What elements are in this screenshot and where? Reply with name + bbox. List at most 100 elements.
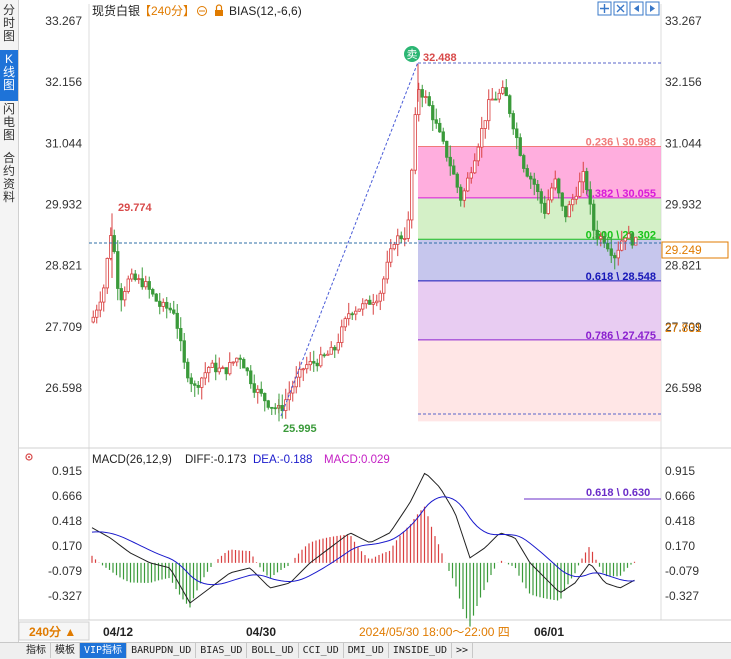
candle — [140, 267, 144, 290]
period-label[interactable]: 【240分】 — [139, 4, 195, 18]
lock-icon[interactable] — [215, 4, 223, 16]
candle — [357, 308, 361, 312]
candle — [336, 333, 340, 354]
candle — [196, 380, 200, 395]
candle — [270, 406, 274, 415]
macd-tick-left: -0.079 — [48, 564, 82, 578]
candle — [200, 376, 204, 400]
indicator-label[interactable]: BIAS(12,-6,6) — [229, 4, 302, 18]
macd-dea: DEA:-0.188 — [253, 454, 312, 466]
candle — [242, 357, 246, 369]
candle — [203, 362, 207, 386]
candle — [448, 145, 452, 176]
fib-zone — [418, 146, 661, 198]
tab-label: 合约资料 — [2, 151, 15, 204]
settings-icon[interactable] — [197, 6, 207, 16]
sell-badge[interactable]: 卖 — [404, 46, 420, 62]
macd-tick-right: 0.418 — [665, 514, 695, 528]
bottom-tab[interactable]: BARUPDN_UD — [127, 643, 197, 658]
period-button[interactable]: 240分 ▲ — [18, 621, 90, 641]
candle — [543, 195, 547, 219]
period-button-label: 240分 ▲ — [29, 624, 76, 639]
fib-zone — [418, 339, 661, 422]
candle — [256, 385, 260, 404]
macd-value: MACD:0.029 — [324, 454, 390, 466]
fibonacci-zones — [418, 146, 661, 422]
tab-kline[interactable]: K线图 — [0, 50, 18, 101]
price-tick-right: 28.821 — [665, 259, 702, 273]
candle — [483, 120, 487, 139]
tab-time-sharing[interactable]: 分时图 — [0, 4, 18, 43]
low-label: 25.995 — [283, 423, 317, 435]
tab-flash[interactable]: 闪电图 — [0, 103, 18, 142]
macd-fib-label: 0.618 \ 0.630 — [586, 487, 650, 499]
candle — [238, 354, 242, 369]
candle — [245, 366, 249, 376]
bottom-tab[interactable]: VIP指标 — [80, 643, 128, 658]
candle — [168, 302, 172, 314]
candle — [616, 241, 620, 266]
candle — [620, 230, 624, 252]
candle — [329, 341, 333, 355]
bottom-tab[interactable]: 指标 — [22, 643, 51, 658]
candle — [536, 180, 540, 201]
candle — [235, 357, 239, 367]
candle — [98, 291, 102, 318]
fit-icon[interactable] — [613, 1, 628, 16]
candle — [368, 295, 372, 305]
candle — [417, 82, 421, 122]
high-label: 32.488 — [423, 52, 457, 64]
bottom-tab[interactable]: >> — [452, 643, 474, 658]
candle — [123, 286, 127, 307]
indicator-tab-bar: 指标 模板 VIP指标 BARUPDN_UD BIAS_UD BOLL_UD CCI_UD D… — [0, 642, 731, 659]
candlestick-series — [91, 63, 638, 422]
candle — [371, 293, 375, 315]
tab-contract-info[interactable]: 合约资料 — [0, 152, 18, 204]
bottom-tab[interactable]: INSIDE_UD — [389, 643, 453, 658]
macd-settings-icon[interactable] — [25, 453, 33, 461]
candle — [364, 298, 368, 309]
candle — [228, 352, 232, 376]
right-extra-label: 27.831 — [665, 321, 702, 335]
candle — [259, 381, 263, 397]
dea-line — [91, 496, 635, 586]
candle — [126, 275, 130, 294]
candle — [606, 237, 610, 252]
candle — [273, 403, 277, 415]
candle — [224, 367, 228, 381]
candle — [609, 236, 613, 264]
fib-level-label: 0.382 \ 30.055 — [586, 188, 656, 200]
candle — [130, 268, 134, 282]
candle — [529, 172, 533, 189]
scroll-left-icon[interactable] — [629, 1, 644, 16]
macd-tick-right: -0.327 — [665, 589, 699, 603]
candle — [105, 257, 109, 294]
macd-tick-left: 0.418 — [52, 514, 82, 528]
tab-label: K线图 — [2, 52, 15, 92]
candle — [627, 225, 631, 239]
macd-tick-left: 0.170 — [52, 539, 82, 553]
candle — [280, 394, 284, 419]
candle — [452, 159, 456, 175]
bottom-tab[interactable]: 模板 — [51, 643, 80, 658]
candle — [574, 186, 578, 205]
candle — [319, 346, 323, 368]
candle — [567, 200, 571, 218]
candle — [487, 89, 491, 130]
scroll-right-icon[interactable] — [645, 1, 660, 16]
bottom-tab[interactable]: BIAS_UD — [196, 643, 248, 658]
price-tick-left: 29.932 — [45, 198, 82, 212]
candle — [333, 345, 337, 358]
bottom-tab[interactable]: DMI_UD — [344, 643, 389, 658]
move-icon[interactable] — [597, 1, 612, 16]
candle — [438, 117, 442, 133]
candle — [480, 116, 484, 158]
candle — [112, 229, 116, 254]
bottom-tab[interactable]: CCI_UD — [299, 643, 344, 658]
last-price-box — [661, 241, 729, 259]
candle — [382, 276, 386, 301]
candle — [431, 100, 435, 131]
bottom-tab[interactable]: BOLL_UD — [247, 643, 299, 658]
